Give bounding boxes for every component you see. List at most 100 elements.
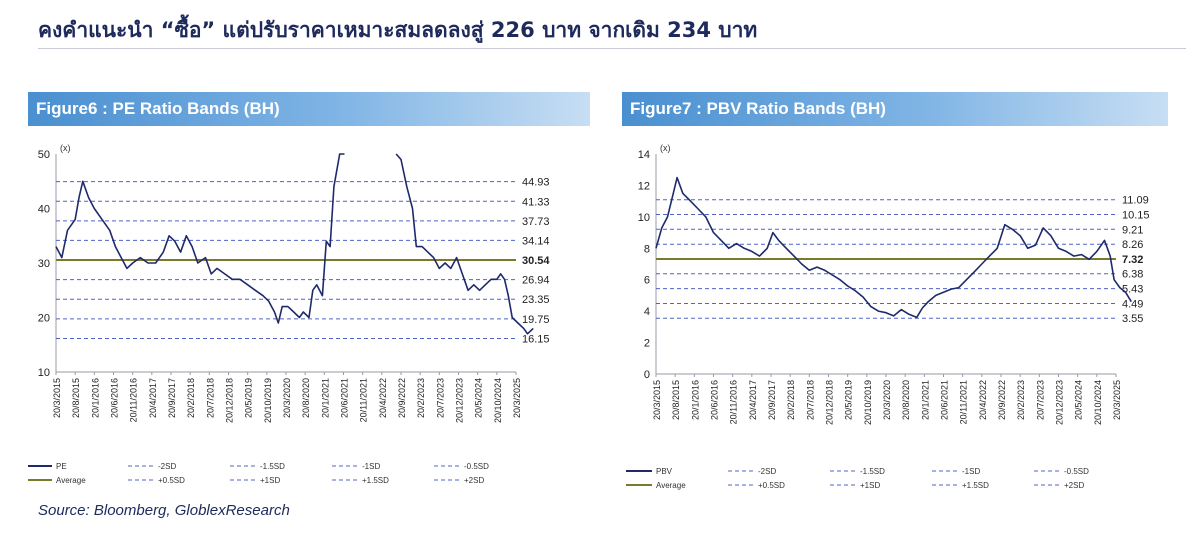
pe-band-label: 19.75 [522,314,550,326]
pe-x-tick-label: 20/10/2024 [493,378,503,423]
pe-x-tick-label: 20/4/2017 [148,378,158,418]
pe-x-tick-label: 20/1/2016 [90,378,100,418]
pe-y-tick-label: 50 [38,149,50,161]
pbv-x-tick-label: 20/2/2023 [1016,380,1026,420]
header-divider [38,48,1186,49]
pe-series-line [395,153,534,335]
pbv-x-tick-label: 20/7/2018 [805,380,815,420]
pe-x-tick-label: 20/3/2025 [512,378,522,418]
pbv-x-tick-label: 20/10/2024 [1093,380,1103,425]
pe-legend-label: PE [56,462,67,471]
pe-band-label: 44.93 [522,177,550,189]
pbv-x-tick-label: 20/9/2022 [997,380,1007,420]
pe-x-tick-label: 20/9/2022 [397,378,407,418]
pe-band-label: 37.73 [522,216,550,228]
pbv-x-tick-label: 20/5/2019 [844,380,854,420]
pe-x-tick-label: 20/12/2018 [225,378,235,423]
pbv-legend-label: PBV [656,467,673,476]
pbv-band-label: 8.26 [1122,239,1143,251]
pbv-band-label: 7.32 [1122,254,1143,266]
pbv-x-tick-label: 20/4/2017 [748,380,758,420]
pe-ratio-band-chart: (x) 10 20 30 40 50 20/3/2015 20/8/2015 20/1/2016… [28,143,550,485]
pbv-series-line [655,176,1132,319]
pbv-y-tick-label: 4 [644,306,650,318]
pe-x-tick-label: 20/7/2023 [435,378,445,418]
pbv-band-label: 9.21 [1122,224,1143,236]
pe-x-tick-label: 20/3/2020 [282,378,292,418]
pbv-y-tick-label: 0 [644,369,650,381]
pe-x-tick-label: 20/9/2017 [167,378,177,418]
pbv-x-tick-label: 20/6/2021 [940,380,950,420]
pe-x-tick-label: 20/7/2018 [205,378,215,418]
pe-chart-title: Figure6 : PE Ratio Bands (BH) [28,92,590,126]
pbv-x-tick-label: 20/8/2015 [671,380,681,420]
pbv-y-tick-label: 12 [638,180,650,192]
pbv-y-tick-label: 8 [644,243,650,255]
pbv-legend-label: +0.5SD [758,481,785,490]
pbv-legend-label: +1.5SD [962,481,989,490]
pbv-band-label: 5.43 [1122,284,1143,296]
pbv-x-tick-label: 20/1/2021 [920,380,930,420]
pbv-band-label: 11.09 [1122,195,1149,207]
pe-y-tick-label: 30 [38,258,50,270]
pe-legend-label: +2SD [464,476,484,485]
pbv-ratio-band-chart: (x) 0 2 4 6 8 10 12 14 20/3/2015 20/8/2015 20/1/201… [626,143,1150,490]
pbv-x-tick-label: 20/12/2023 [1055,380,1065,425]
pbv-x-tick-label: 20/4/2022 [978,380,988,420]
pe-band-label: 16.15 [522,333,550,345]
pbv-x-tick-label: 20/3/2015 [652,380,662,420]
pe-chart-panel: Figure6 : PE Ratio Bands (BH) (x) 10 20 30 4… [28,92,590,526]
pe-legend-label: +1SD [260,476,280,485]
pbv-x-tick-label: 20/1/2016 [690,380,700,420]
pbv-band-label: 3.55 [1122,313,1143,325]
pbv-x-tick-label: 20/7/2023 [1035,380,1045,420]
pe-y-unit: (x) [60,143,71,153]
pbv-x-tick-label: 20/5/2024 [1074,380,1084,420]
pbv-x-tick-label: 20/11/2021 [959,380,969,424]
pbv-legend-label: -0.5SD [1064,467,1089,476]
pe-x-tick-label: 20/2/2023 [416,378,426,418]
pbv-x-tick-label: 20/9/2017 [767,380,777,420]
pe-x-tick-label: 20/1/2021 [320,378,330,418]
pe-band-label: 30.54 [522,255,550,267]
pe-legend-label: -2SD [158,462,176,471]
pe-x-tick-label: 20/3/2015 [52,378,62,418]
pbv-y-tick-label: 6 [644,275,650,287]
pe-x-tick-label: 20/12/2023 [455,378,465,423]
pe-x-tick-label: 20/8/2015 [71,378,81,418]
pbv-x-tick-label: 20/3/2020 [882,380,892,420]
pbv-y-tick-label: 14 [638,149,650,161]
page-headline: คงคำแนะนำ “ซื้อ” แต่ปรับราคาเหมาะสมลดลงส… [38,18,758,42]
pbv-x-tick-label: 20/6/2016 [710,380,720,420]
pbv-band-label: 6.38 [1122,269,1143,281]
pe-x-tick-label: 20/11/2021 [359,378,369,422]
pbv-band-label: 10.15 [1122,210,1150,222]
pe-x-tick-label: 20/6/2016 [110,378,120,418]
pbv-y-tick-label: 2 [644,338,650,350]
pe-band-label: 23.35 [522,294,550,306]
pbv-x-tick-label: 20/11/2016 [729,380,739,424]
pbv-y-tick-label: 10 [638,212,650,224]
pbv-legend-label: -2SD [758,467,776,476]
pbv-legend-label: Average [656,481,686,490]
pe-y-tick-label: 40 [38,204,50,216]
pe-x-tick-label: 20/2/2018 [186,378,196,418]
pe-x-tick-label: 20/5/2019 [244,378,254,418]
pbv-x-tick-label: 20/2/2018 [786,380,796,420]
pbv-x-tick-label: 20/3/2025 [1112,380,1122,420]
pbv-chart-title: Figure7 : PBV Ratio Bands (BH) [622,92,1168,126]
pe-x-tick-label: 20/11/2016 [129,378,139,422]
pbv-chart-panel: Figure7 : PBV Ratio Bands (BH) (x) 0 2 4 6 8 1… [622,92,1168,526]
pe-x-tick-label: 20/6/2021 [340,378,350,418]
pbv-legend-label: +2SD [1064,481,1084,490]
pe-y-tick-label: 10 [38,367,50,379]
pe-legend-label: +0.5SD [158,476,185,485]
pe-x-tick-label: 20/5/2024 [474,378,484,418]
pe-series-line [55,153,345,324]
pe-legend-label: +1.5SD [362,476,389,485]
pe-y-tick-label: 20 [38,313,50,325]
pe-band-label: 41.33 [522,196,550,208]
pe-legend-label: -1.5SD [260,462,285,471]
pe-x-tick-label: 20/10/2019 [263,378,273,423]
pbv-band-label: 4.49 [1122,298,1143,310]
